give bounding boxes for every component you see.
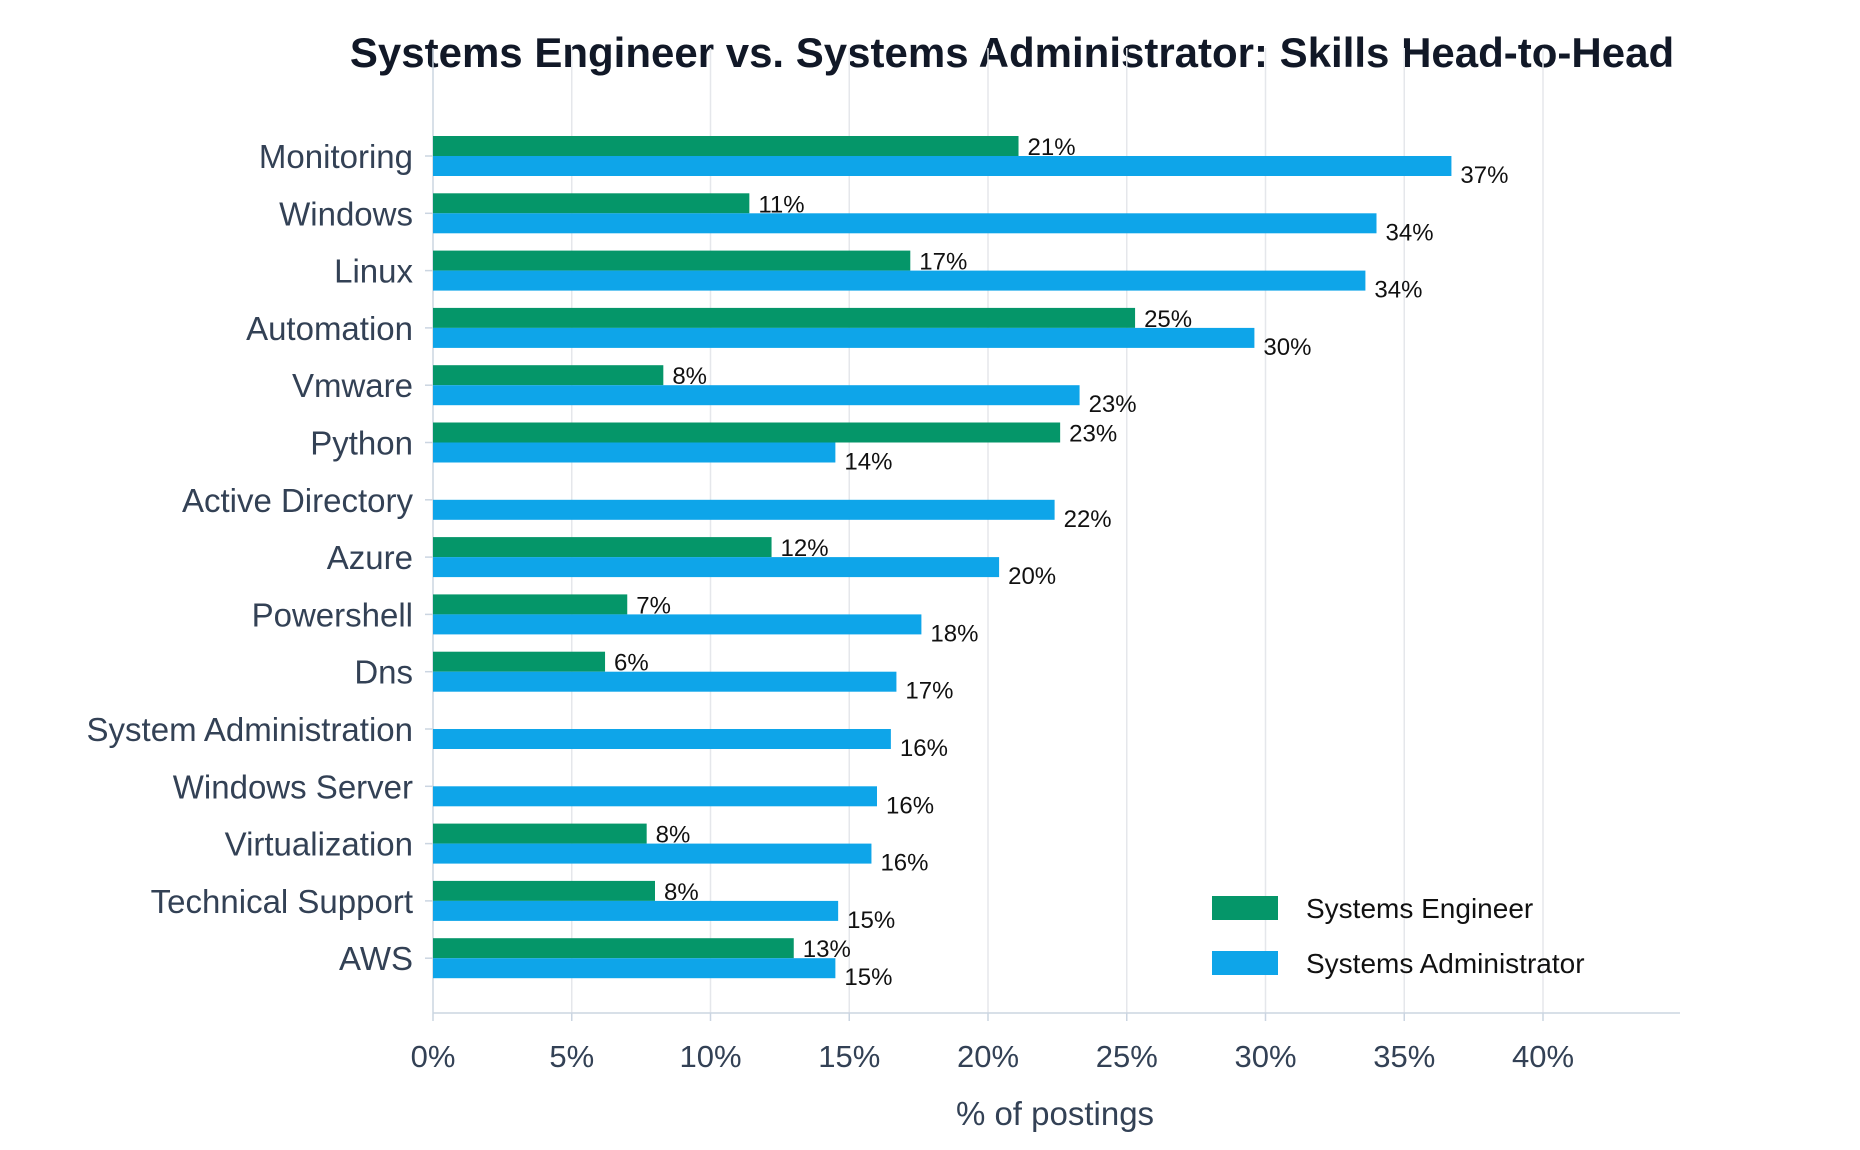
x-tick-label: 0% [411, 1039, 456, 1074]
bar-systems-engineer [433, 537, 772, 558]
bar-systems-administrator [433, 843, 872, 864]
bar-systems-administrator [433, 786, 877, 807]
x-tick-label: 5% [549, 1039, 594, 1074]
data-label-systems-engineer: 8% [672, 363, 707, 390]
bar-systems-administrator [433, 270, 1366, 291]
category-label: Automation [246, 310, 413, 347]
legend-swatch [1212, 951, 1278, 975]
x-tick-label: 30% [1234, 1039, 1296, 1074]
bar-systems-administrator [433, 442, 836, 463]
bar-systems-administrator [433, 213, 1377, 234]
bar-systems-administrator [433, 671, 897, 692]
legend: Systems Engineer Systems Administrator [1212, 893, 1585, 979]
category-label: Dns [354, 654, 413, 691]
x-tick-label: 25% [1096, 1039, 1158, 1074]
data-label-systems-engineer: 11% [758, 191, 804, 218]
category-label: Windows Server [173, 768, 413, 805]
data-label-systems-engineer: 8% [656, 822, 691, 849]
category-label: Azure [327, 539, 413, 576]
gridlines [571, 48, 1544, 1013]
bar-systems-engineer [433, 880, 655, 901]
data-label-systems-administrator: 15% [844, 964, 892, 991]
category-label: System Administration [87, 711, 413, 748]
bar-systems-engineer [433, 365, 664, 386]
x-tick-label: 35% [1373, 1039, 1435, 1074]
category-label: Technical Support [151, 883, 413, 920]
data-labels: 21% 37% 11% 34% 17% 34% 25% 30% 8% 23% 23% 14% 22% 12… [614, 134, 1508, 991]
bar-systems-administrator [433, 385, 1080, 406]
data-label-systems-administrator: 34% [1386, 219, 1434, 246]
bar-systems-engineer [433, 823, 647, 844]
x-axis-label: % of postings [956, 1095, 1154, 1132]
category-label: Virtualization [225, 826, 413, 863]
bar-systems-administrator [433, 614, 922, 635]
data-label-systems-administrator: 37% [1460, 162, 1508, 189]
data-label-systems-administrator: 16% [886, 792, 934, 819]
bar-systems-administrator [433, 499, 1055, 520]
bar-systems-administrator [433, 327, 1255, 348]
category-label: Vmware [292, 367, 413, 404]
bar-systems-administrator [433, 900, 839, 921]
category-label: Linux [334, 253, 413, 290]
data-label-systems-administrator: 17% [905, 678, 953, 705]
x-tick-label: 10% [679, 1039, 741, 1074]
data-label-systems-administrator: 15% [847, 907, 895, 934]
bar-systems-engineer [433, 651, 606, 672]
data-label-systems-administrator: 30% [1263, 334, 1311, 361]
x-tick-label: 15% [818, 1039, 880, 1074]
legend-swatch [1212, 896, 1278, 920]
data-label-systems-administrator: 18% [930, 620, 978, 647]
data-label-systems-administrator: 14% [844, 449, 892, 476]
bar-systems-engineer [433, 422, 1061, 443]
x-tick-label: 40% [1512, 1039, 1574, 1074]
bar-systems-engineer [433, 136, 1019, 156]
data-label-systems-administrator: 20% [1008, 563, 1056, 590]
data-label-systems-engineer: 8% [664, 879, 699, 906]
category-label: Monitoring [259, 138, 413, 175]
category-label: Windows [279, 195, 413, 232]
bar-systems-administrator [433, 156, 1452, 176]
bar-systems-engineer [433, 938, 794, 959]
bar-systems-engineer [433, 307, 1136, 328]
bar-systems-administrator [433, 557, 1000, 578]
data-label-systems-administrator: 16% [880, 850, 928, 877]
category-label: Python [310, 425, 413, 462]
x-tick-labels: 0% 5% 10% 15% 20% 25% 30% 35% 40% [411, 1039, 1574, 1074]
category-label: Powershell [252, 596, 413, 633]
bar-systems-engineer [433, 193, 750, 214]
data-label-systems-engineer: 7% [636, 592, 671, 619]
bar-systems-engineer [433, 250, 911, 271]
data-label-systems-administrator: 16% [900, 735, 948, 762]
bar-systems-engineer [433, 594, 628, 615]
legend-label: Systems Engineer [1306, 893, 1533, 924]
data-label-systems-administrator: 23% [1089, 391, 1137, 418]
data-label-systems-administrator: 34% [1374, 277, 1422, 304]
category-label: Active Directory [182, 482, 414, 519]
data-label-systems-engineer: 12% [781, 535, 829, 562]
data-label-systems-engineer: 17% [919, 249, 967, 276]
bars [433, 136, 1452, 979]
category-labels: Monitoring Windows Linux Automation Vmware Py… [87, 138, 414, 977]
data-label-systems-engineer: 13% [803, 936, 851, 963]
bar-systems-administrator [433, 729, 891, 749]
category-label: AWS [339, 940, 413, 977]
data-label-systems-engineer: 21% [1028, 134, 1076, 161]
data-label-systems-engineer: 23% [1069, 421, 1117, 448]
data-label-systems-engineer: 25% [1144, 306, 1192, 333]
legend-label: Systems Administrator [1306, 948, 1585, 979]
x-tick-label: 20% [957, 1039, 1019, 1074]
data-label-systems-engineer: 6% [614, 650, 649, 677]
data-label-systems-administrator: 22% [1064, 506, 1112, 533]
chart-title: Systems Engineer vs. Systems Administrat… [350, 29, 1674, 76]
bar-systems-administrator [433, 958, 836, 979]
